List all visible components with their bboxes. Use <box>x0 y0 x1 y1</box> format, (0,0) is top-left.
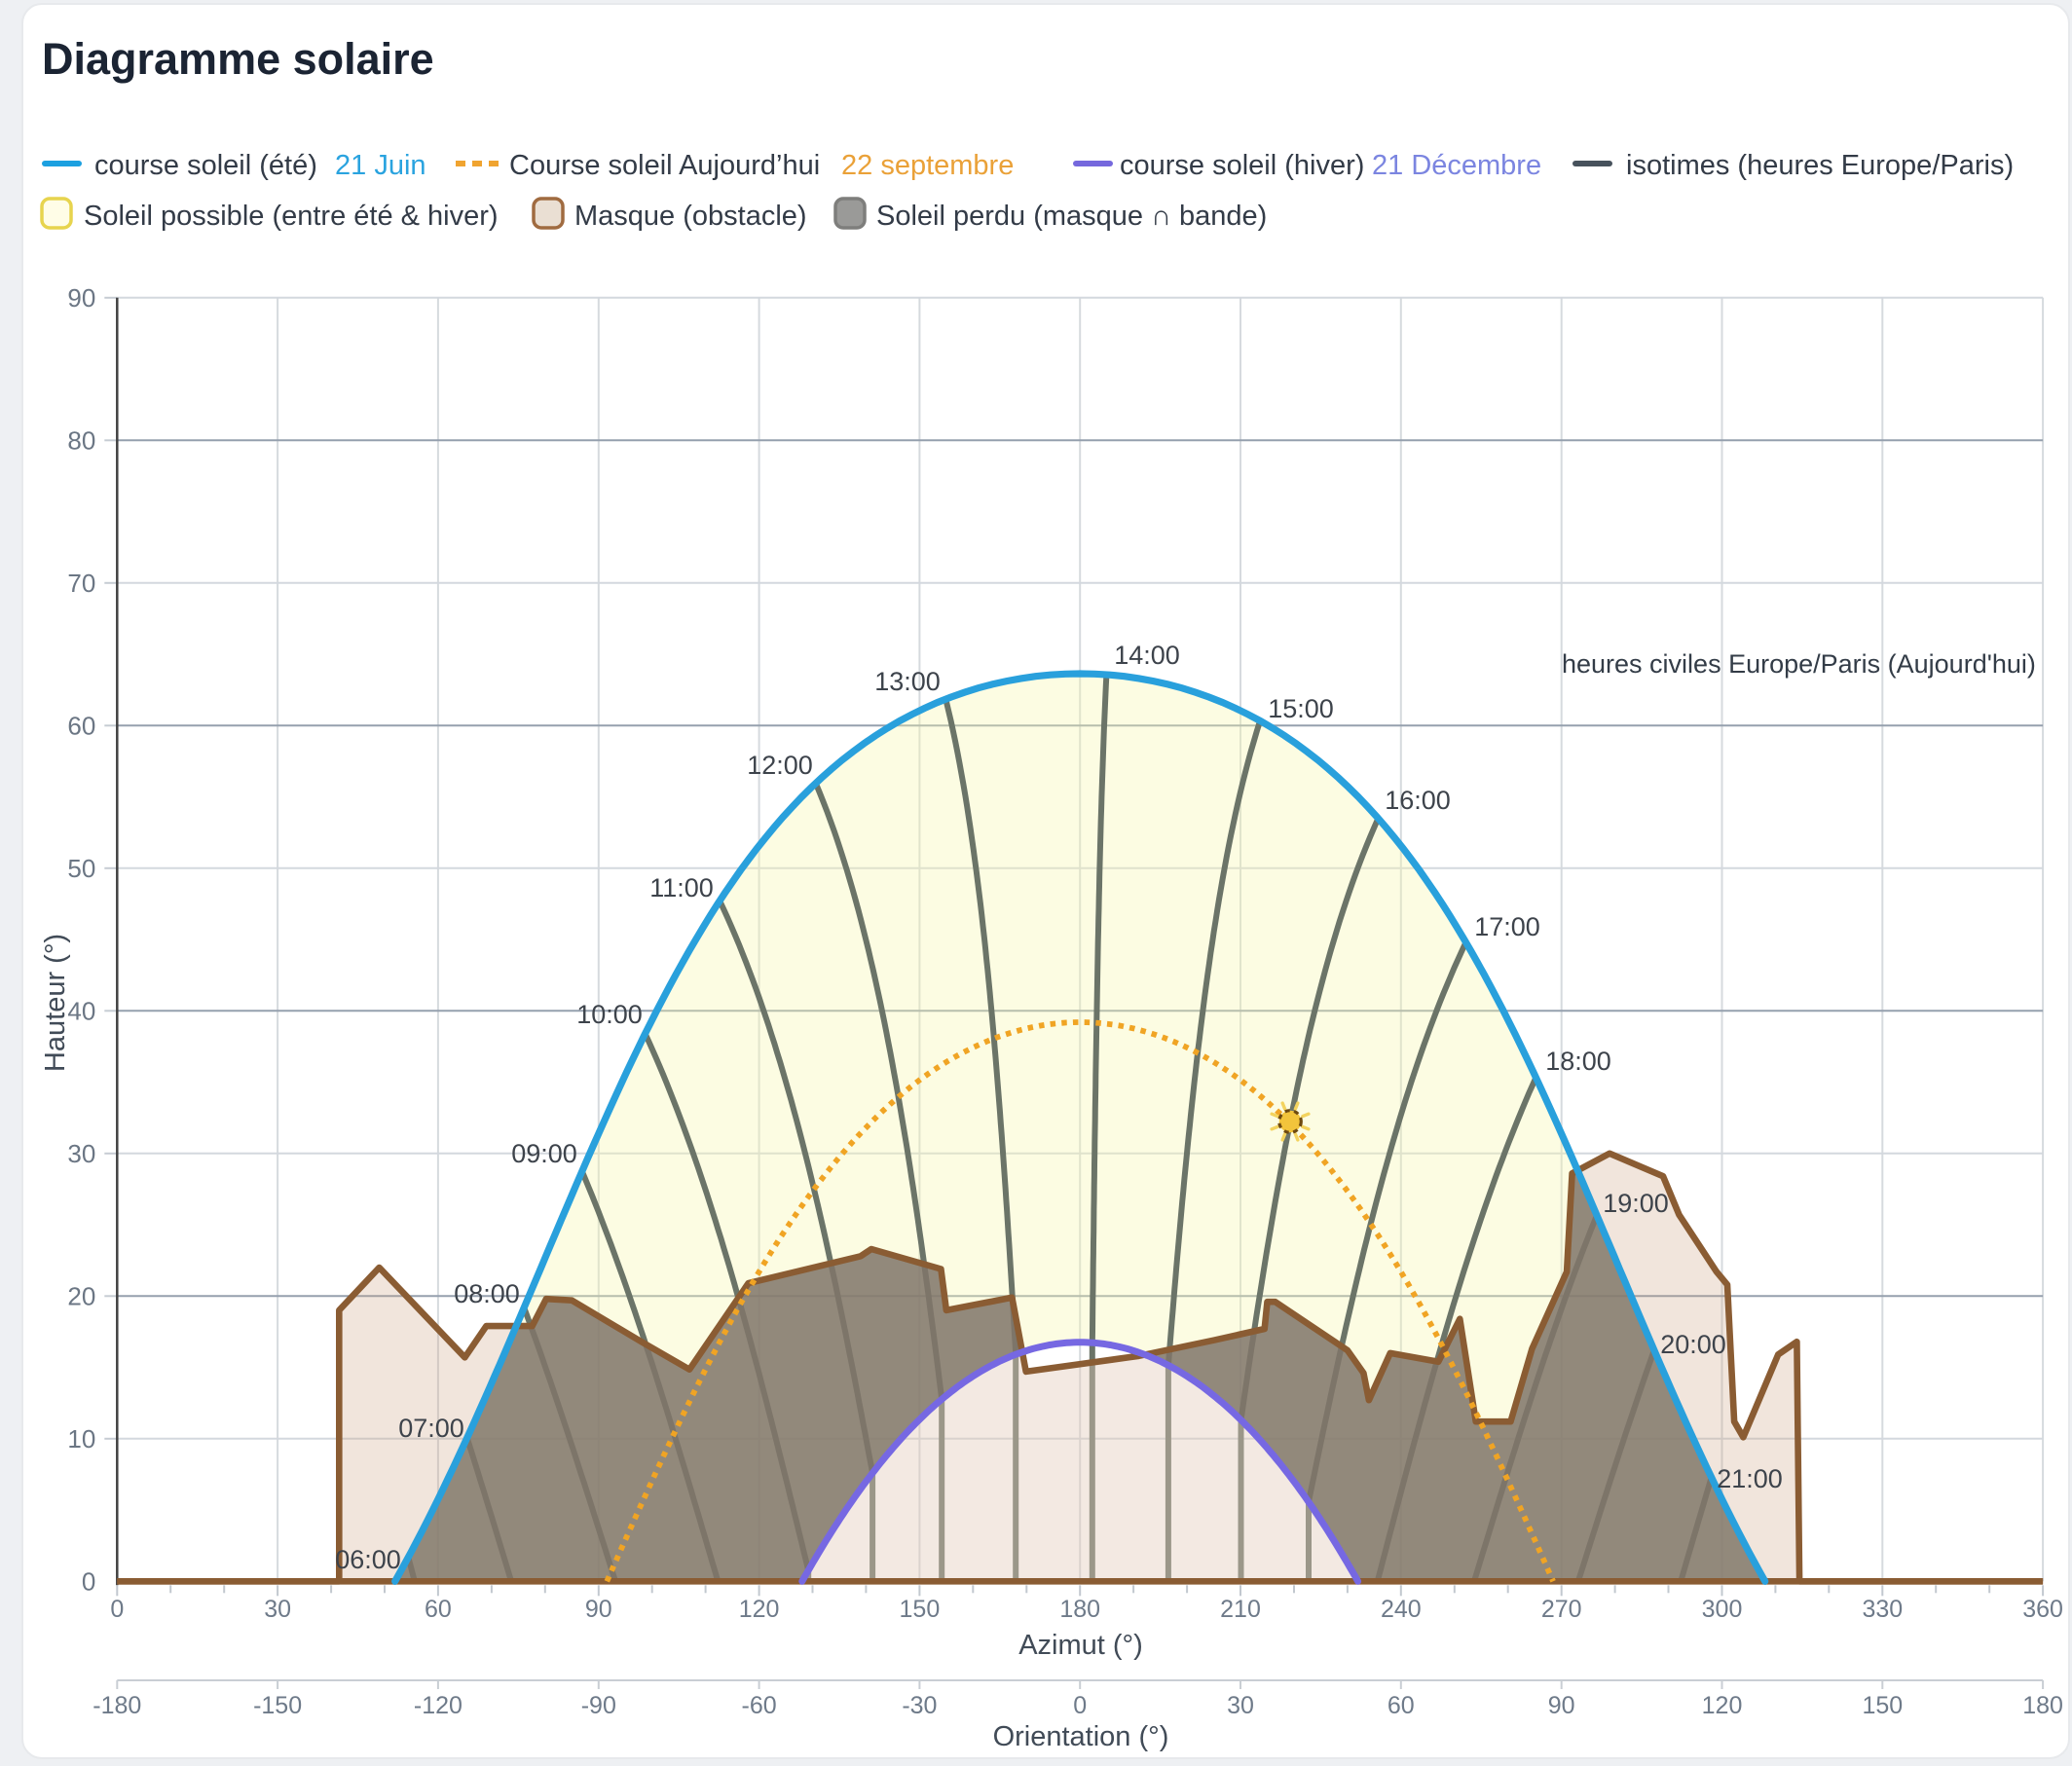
svg-text:08:00: 08:00 <box>454 1279 520 1308</box>
svg-text:17:00: 17:00 <box>1474 912 1540 941</box>
svg-text:-90: -90 <box>581 1692 616 1719</box>
svg-text:21:00: 21:00 <box>1717 1464 1783 1493</box>
svg-text:Orientation (°): Orientation (°) <box>993 1721 1169 1752</box>
svg-text:20: 20 <box>67 1281 95 1310</box>
svg-text:Soleil possible (entre été & h: Soleil possible (entre été & hiver) <box>84 201 499 232</box>
svg-text:0: 0 <box>1073 1692 1087 1719</box>
svg-text:18:00: 18:00 <box>1545 1047 1611 1076</box>
svg-text:70: 70 <box>67 569 95 598</box>
svg-text:course soleil (hiver): course soleil (hiver) <box>1120 150 1364 181</box>
svg-text:150: 150 <box>1862 1692 1903 1719</box>
svg-text:30: 30 <box>67 1139 95 1168</box>
svg-text:10: 10 <box>67 1424 95 1453</box>
svg-text:90: 90 <box>585 1596 612 1623</box>
svg-text:300: 300 <box>1702 1596 1743 1623</box>
svg-text:180: 180 <box>1059 1596 1100 1623</box>
svg-text:14:00: 14:00 <box>1114 641 1180 670</box>
svg-text:21 Juin: 21 Juin <box>335 150 426 181</box>
svg-text:Azimut (°): Azimut (°) <box>1018 1630 1143 1661</box>
svg-text:120: 120 <box>1702 1692 1743 1719</box>
svg-text:09:00: 09:00 <box>511 1139 577 1168</box>
svg-text:80: 80 <box>67 425 95 455</box>
svg-text:60: 60 <box>67 711 95 740</box>
svg-text:150: 150 <box>900 1596 941 1623</box>
svg-text:30: 30 <box>264 1596 291 1623</box>
svg-text:40: 40 <box>67 996 95 1025</box>
svg-text:Diagramme solaire: Diagramme solaire <box>42 34 434 84</box>
svg-text:21 Décembre: 21 Décembre <box>1372 150 1541 181</box>
svg-text:12:00: 12:00 <box>747 751 813 780</box>
svg-text:15:00: 15:00 <box>1268 694 1334 723</box>
svg-text:-180: -180 <box>92 1692 141 1719</box>
svg-text:course soleil (été): course soleil (été) <box>94 150 317 181</box>
svg-text:06:00: 06:00 <box>335 1545 401 1574</box>
svg-text:240: 240 <box>1381 1596 1422 1623</box>
svg-text:30: 30 <box>1227 1692 1254 1719</box>
svg-text:20:00: 20:00 <box>1660 1330 1726 1359</box>
svg-text:360: 360 <box>2022 1596 2063 1623</box>
svg-text:210: 210 <box>1220 1596 1261 1623</box>
svg-text:10:00: 10:00 <box>576 1000 643 1029</box>
svg-text:16:00: 16:00 <box>1385 786 1451 815</box>
svg-text:120: 120 <box>739 1596 780 1623</box>
svg-text:330: 330 <box>1862 1596 1903 1623</box>
svg-text:19:00: 19:00 <box>1603 1189 1669 1218</box>
svg-text:90: 90 <box>1548 1692 1575 1719</box>
svg-text:-30: -30 <box>902 1692 937 1719</box>
svg-text:50: 50 <box>67 854 95 883</box>
svg-text:Hauteur (°): Hauteur (°) <box>40 934 71 1072</box>
svg-text:180: 180 <box>2022 1692 2063 1719</box>
svg-text:heures civiles Europe/Paris (A: heures civiles Europe/Paris (Aujourd'hui… <box>1562 649 2036 679</box>
svg-text:22 septembre: 22 septembre <box>841 150 1014 181</box>
svg-text:60: 60 <box>1388 1692 1415 1719</box>
svg-text:Soleil perdu (masque ∩ bande): Soleil perdu (masque ∩ bande) <box>876 201 1267 232</box>
svg-text:0: 0 <box>82 1566 95 1596</box>
svg-text:-150: -150 <box>253 1692 302 1719</box>
svg-text:270: 270 <box>1541 1596 1582 1623</box>
svg-text:60: 60 <box>425 1596 452 1623</box>
svg-text:11:00: 11:00 <box>649 873 714 902</box>
svg-text:-60: -60 <box>742 1692 777 1719</box>
svg-text:isotimes (heures Europe/Paris): isotimes (heures Europe/Paris) <box>1626 150 2014 181</box>
svg-text:90: 90 <box>67 283 95 313</box>
svg-text:-120: -120 <box>414 1692 462 1719</box>
svg-text:13:00: 13:00 <box>874 667 941 696</box>
svg-text:Masque (obstacle): Masque (obstacle) <box>574 201 807 232</box>
svg-text:07:00: 07:00 <box>398 1414 464 1443</box>
svg-text:0: 0 <box>110 1596 124 1623</box>
svg-text:Course soleil Aujourd’hui: Course soleil Aujourd’hui <box>509 150 820 181</box>
